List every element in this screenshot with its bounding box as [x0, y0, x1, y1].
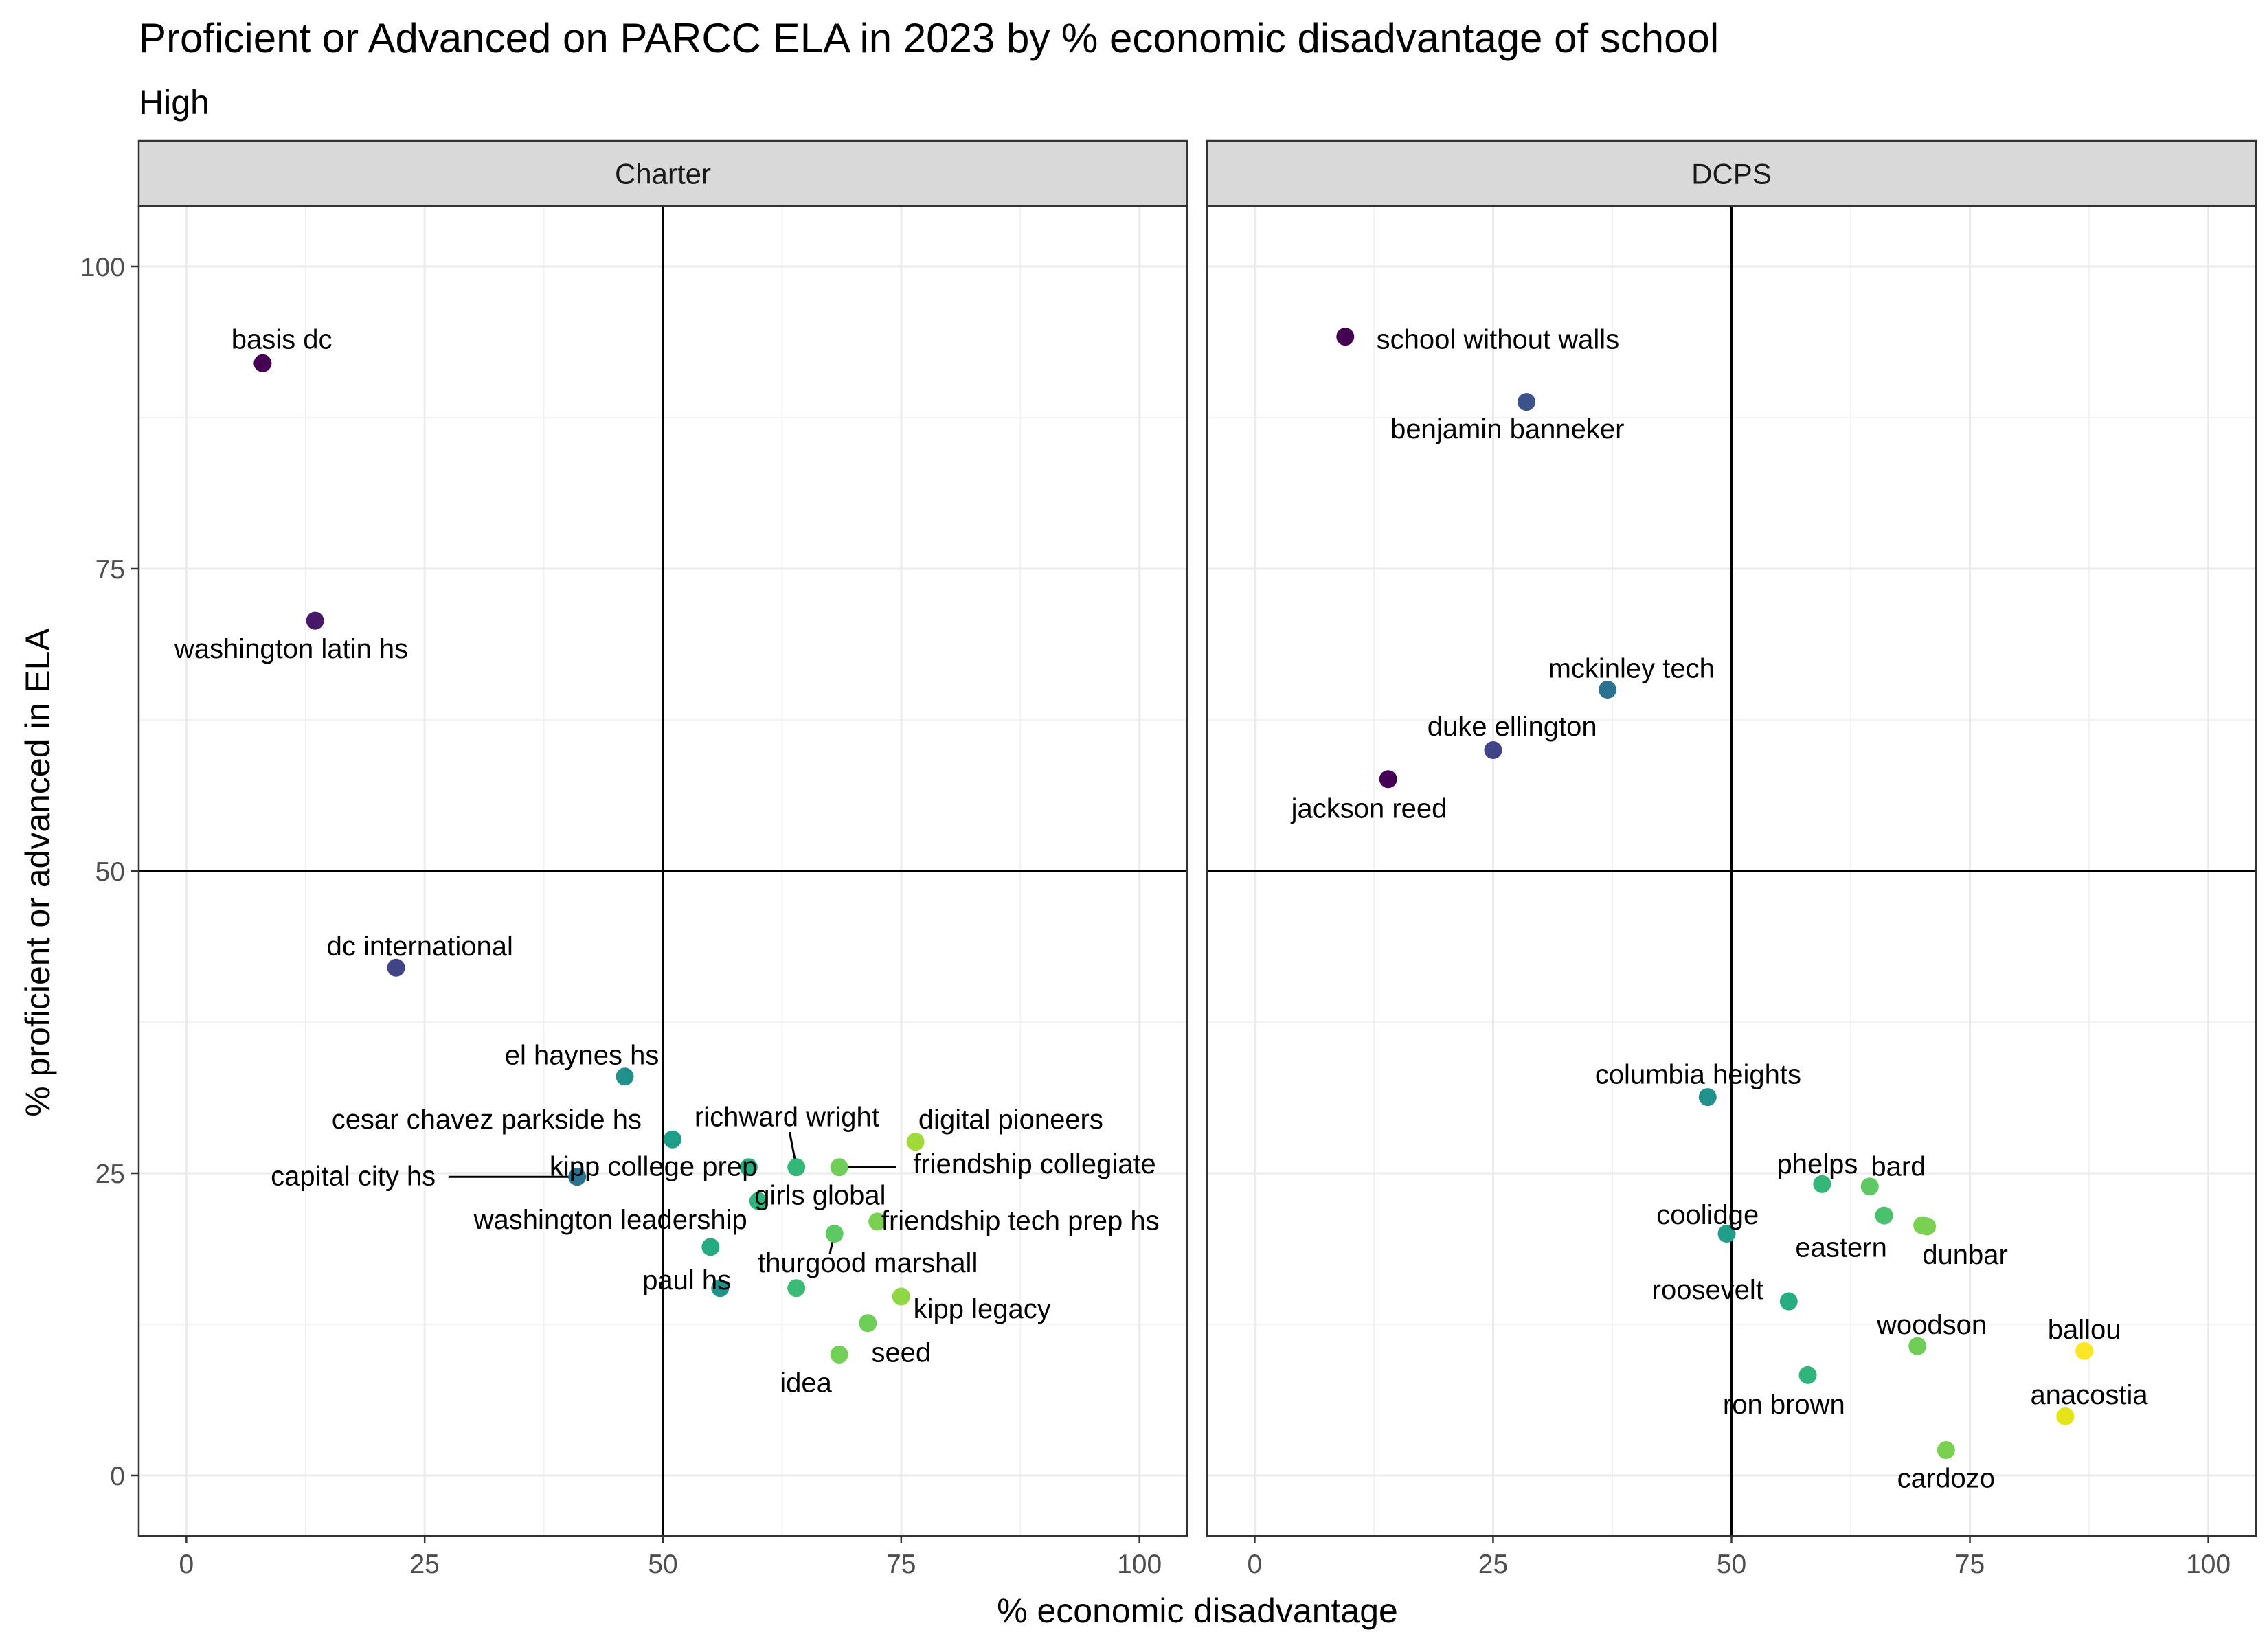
x-tick-label: 75: [886, 1550, 916, 1579]
data-point: [1918, 1217, 1937, 1236]
x-tick-label: 100: [1117, 1550, 1162, 1579]
x-tick-label: 25: [1478, 1550, 1508, 1579]
data-point: [2075, 1342, 2094, 1360]
data-point: [616, 1067, 634, 1086]
point-label: seed: [871, 1337, 931, 1368]
point-label: anacostia: [2030, 1380, 2148, 1410]
point-label: friendship collegiate: [913, 1149, 1156, 1179]
data-point: [1860, 1177, 1879, 1196]
facet-strip: [1206, 139, 2257, 207]
point-label: capital city hs: [271, 1162, 436, 1192]
data-point: [787, 1279, 806, 1298]
point-label: phelps: [1777, 1149, 1858, 1179]
chart-title: Proficient or Advanced on PARCC ELA in 2…: [139, 15, 1719, 61]
chart-subtitle: High: [139, 83, 210, 122]
point-label: woodson: [1876, 1310, 1987, 1340]
point-label: basis dc: [232, 325, 332, 355]
data-point: [1518, 393, 1536, 411]
data-point: [663, 1130, 681, 1149]
data-point: [1937, 1441, 1955, 1460]
data-point: [1875, 1206, 1893, 1225]
point-label: washington latin hs: [174, 634, 408, 664]
point-label: school without walls: [1377, 325, 1620, 355]
point-label: roosevelt: [1652, 1275, 1763, 1305]
data-point: [387, 958, 405, 977]
point-label: kipp college prep: [550, 1151, 757, 1181]
y-tick-label: 75: [95, 555, 125, 585]
data-point: [1599, 681, 1617, 699]
data-point: [739, 1158, 758, 1177]
x-tick-label: 25: [409, 1550, 439, 1579]
point-label: benjamin banneker: [1390, 414, 1624, 444]
y-tick-label: 50: [95, 857, 125, 887]
x-axis-title: % economic disadvantage: [997, 1592, 1398, 1630]
y-tick-label: 100: [80, 253, 125, 282]
data-point: [749, 1192, 767, 1210]
data-point: [1379, 770, 1397, 789]
y-tick-label: 25: [95, 1159, 125, 1189]
point-label: columbia heights: [1595, 1060, 1801, 1090]
point-label: duke ellington: [1428, 712, 1597, 742]
panel-dcps: DCPS school without walls benjamin banneke…: [1206, 139, 2257, 1579]
point-label: kipp legacy: [914, 1294, 1051, 1324]
data-point: [1813, 1175, 1831, 1193]
data-point: [892, 1287, 910, 1306]
data-point: [1908, 1337, 1927, 1355]
point-label: bard: [1871, 1151, 1926, 1181]
x-tick-label: 100: [2186, 1550, 2231, 1579]
point-label: mckinley tech: [1548, 653, 1715, 683]
x-tick-label: 75: [1955, 1550, 1985, 1579]
point-label: coolidge: [1656, 1200, 1759, 1230]
point-label: eastern: [1795, 1232, 1886, 1263]
data-point: [868, 1212, 887, 1231]
point-label: ron brown: [1723, 1390, 1845, 1420]
data-point: [701, 1238, 720, 1256]
data-point: [825, 1225, 844, 1243]
data-point: [568, 1168, 587, 1186]
data-point: [906, 1133, 925, 1151]
point-label: paul hs: [642, 1265, 731, 1295]
data-point: [711, 1279, 730, 1298]
x-tick-label: 0: [1248, 1550, 1263, 1579]
point-label: girls global: [754, 1181, 886, 1211]
point-label: dunbar: [1922, 1240, 2008, 1270]
data-point: [1698, 1088, 1717, 1107]
point-label: el haynes hs: [505, 1041, 659, 1071]
facet-strip: [137, 139, 1188, 207]
x-tick-label: 50: [648, 1550, 677, 1579]
data-point: [1717, 1225, 1736, 1243]
data-point: [787, 1158, 806, 1177]
data-point: [1336, 328, 1355, 346]
point-label: cardozo: [1897, 1464, 1995, 1494]
x-tick-label: 50: [1717, 1550, 1746, 1579]
point-label: ballou: [2048, 1315, 2121, 1345]
facet-panels: Charter basis dc washington latin hs dc int…: [80, 139, 2257, 1579]
facet-strip-label: DCPS: [1691, 158, 1772, 190]
point-label: cesar chavez parkside hs: [332, 1105, 642, 1135]
data-point: [1798, 1366, 1817, 1384]
panel-charter: Charter basis dc washington latin hs dc int…: [80, 139, 1188, 1579]
y-tick-label: 0: [110, 1462, 125, 1491]
facet-strip-label: Charter: [615, 158, 711, 190]
point-label: dc international: [327, 931, 513, 962]
point-label: friendship tech prep hs: [881, 1206, 1160, 1236]
data-point: [830, 1158, 848, 1177]
point-label: jackson reed: [1291, 793, 1447, 824]
point-label: digital pioneers: [918, 1105, 1103, 1135]
point-label: thurgood marshall: [758, 1248, 978, 1278]
data-point: [1779, 1292, 1798, 1311]
data-point: [1484, 741, 1502, 759]
data-point: [306, 611, 324, 630]
point-label: washington leadership: [473, 1205, 747, 1235]
point-label: richward wright: [695, 1102, 879, 1132]
data-point: [830, 1346, 848, 1364]
point-label: idea: [780, 1368, 832, 1398]
data-point: [859, 1314, 877, 1333]
y-axis-title: % proficient or advanced in ELA: [19, 628, 57, 1117]
data-point: [2056, 1407, 2075, 1425]
data-point: [253, 354, 272, 372]
x-tick-label: 0: [179, 1550, 194, 1579]
